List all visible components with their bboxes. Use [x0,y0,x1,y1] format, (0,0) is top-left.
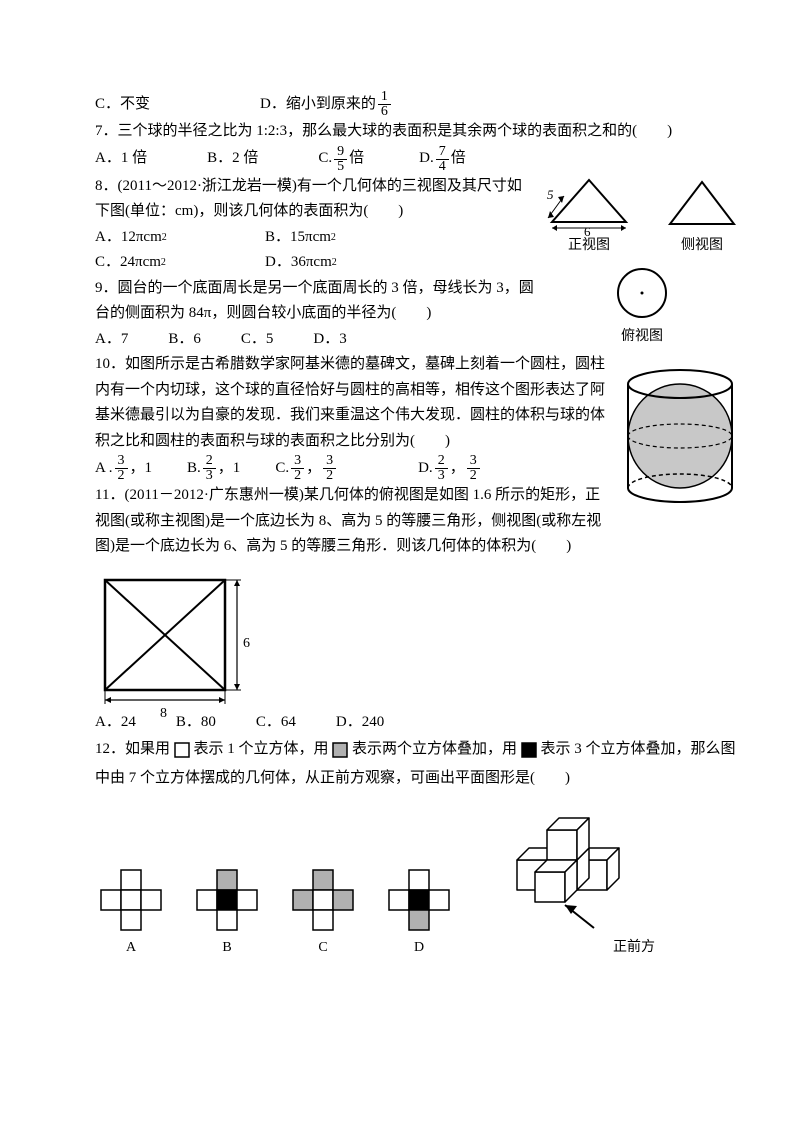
q11-optD: D．240 [336,710,384,736]
q6-optD: D．缩小到原来的 1 6 [260,90,393,119]
q8-optA: A．12πcm2 [95,225,265,251]
q8-side-label: 侧视图 [681,234,723,258]
q8-front-view: 5 6 正视图 [544,174,634,258]
q8-stem: 8．(2011～2012·浙江龙岩一模)有一个几何体的三视图及其尺寸如下图(单位… [95,174,536,225]
white-square-icon [174,742,190,758]
q9-optA: A．7 [95,327,128,353]
q9-optD: D．3 [313,327,346,353]
circle-top-icon [609,263,675,323]
q12-optD-fig: D [383,864,455,960]
q11-options: A．24 B．80 C．64 D．240 [95,710,740,736]
q6-options: C．不变 D．缩小到原来的 1 6 [95,90,740,119]
q7-optB: B．2 倍 [207,145,258,174]
q12-options-row: A B C [95,806,740,960]
q10-optB: B. 23 ，1 [187,454,240,483]
q9-stem: 9．圆台的一个底面周长是另一个底面周长的 3 倍，母线长为 3，圆台的侧面积为 … [95,276,536,327]
q10-optD: D. 23 ， 32 [418,454,482,483]
q7-optC: C. 95 倍 [318,145,364,174]
q8-optC: C．24πcm2 [95,250,265,276]
q8-optB: B．15πcm2 [265,225,435,251]
q8-side-view: 侧视图 [664,174,740,258]
cross-c-icon [287,864,359,936]
q10-options: A . 32 ，1 B. 23 ，1 C. 32 ， 32 D. 23 ， 32 [95,454,612,483]
q12-optB-fig: B [191,864,263,960]
q12-3d-figure: 正前方 [489,806,659,960]
q11-w-label: 8 [160,702,167,726]
q8-options: A．12πcm2 B．15πcm2 C．24πcm2 D．36πcm2 [95,225,536,276]
q10-optA: A . 32 ，1 [95,454,152,483]
q8-q9-block: 8．(2011～2012·浙江龙岩一模)有一个几何体的三视图及其尺寸如下图(单位… [95,174,740,353]
q11-optC: C．64 [256,710,296,736]
q12-optA-fig: A [95,864,167,960]
gray-square-icon [332,742,348,758]
cylinder-sphere-icon [620,356,740,516]
q12-stem: 12．如果用 表示 1 个立方体，用 表示两个立方体叠加，用 表示 3 个立方体… [95,735,740,792]
q7-stem: 7．三个球的半径之比为 1:2:3，那么最大球的表面积是其余两个球的表面积之和的… [95,119,740,145]
q8-dim-base: 6 [584,221,591,243]
q6-optD-pre: D．缩小到原来的 [260,92,376,118]
q12-front-label: 正前方 [613,936,655,960]
q8-top-view: 俯视图 [609,263,675,349]
q6-optC: C．不变 [95,90,150,119]
q12-optC-fig: C [287,864,359,960]
q8-dim-slant: 5 [547,184,554,206]
triangle-side-icon [664,174,740,232]
q9-options: A．7 B．6 C．5 D．3 [95,327,536,353]
q10-stem: 10．如图所示是古希腊数学家阿基米德的墓碑文，墓碑上刻着一个圆柱，圆柱内有一个内… [95,352,612,454]
cross-b-icon [191,864,263,936]
q9-optB: B．6 [168,327,201,353]
cubes-3d-icon [489,806,659,936]
q11-h-label: 6 [243,632,250,656]
q11-optB: B．80 [176,710,216,736]
q8-optD: D．36πcm2 [265,250,435,276]
q9-optC: C．5 [241,327,274,353]
q10-block: 10．如图所示是古希腊数学家阿基米德的墓碑文，墓碑上刻着一个圆柱，圆柱内有一个内… [95,352,740,560]
q10-optC: C. 32 ， 32 [275,454,338,483]
q8-top-label: 俯视图 [621,325,663,349]
q7-optA: A．1 倍 [95,145,147,174]
black-square-icon [521,742,537,758]
q7-options: A．1 倍 B．2 倍 C. 95 倍 D. 74 倍 [95,145,740,174]
q11-stem: 11．(2011－2012·广东惠州一模)某几何体的俯视图是如图 1.6 所示的… [95,483,612,560]
q7-optD: D. 74 倍 [419,145,466,174]
q6-optD-frac: 1 6 [378,90,391,119]
q10-figure [620,356,740,560]
cross-d-icon [383,864,455,936]
q11-figure: 8 6 [95,570,740,710]
cross-a-icon [95,864,167,936]
q11-optA: A．24 [95,710,136,736]
